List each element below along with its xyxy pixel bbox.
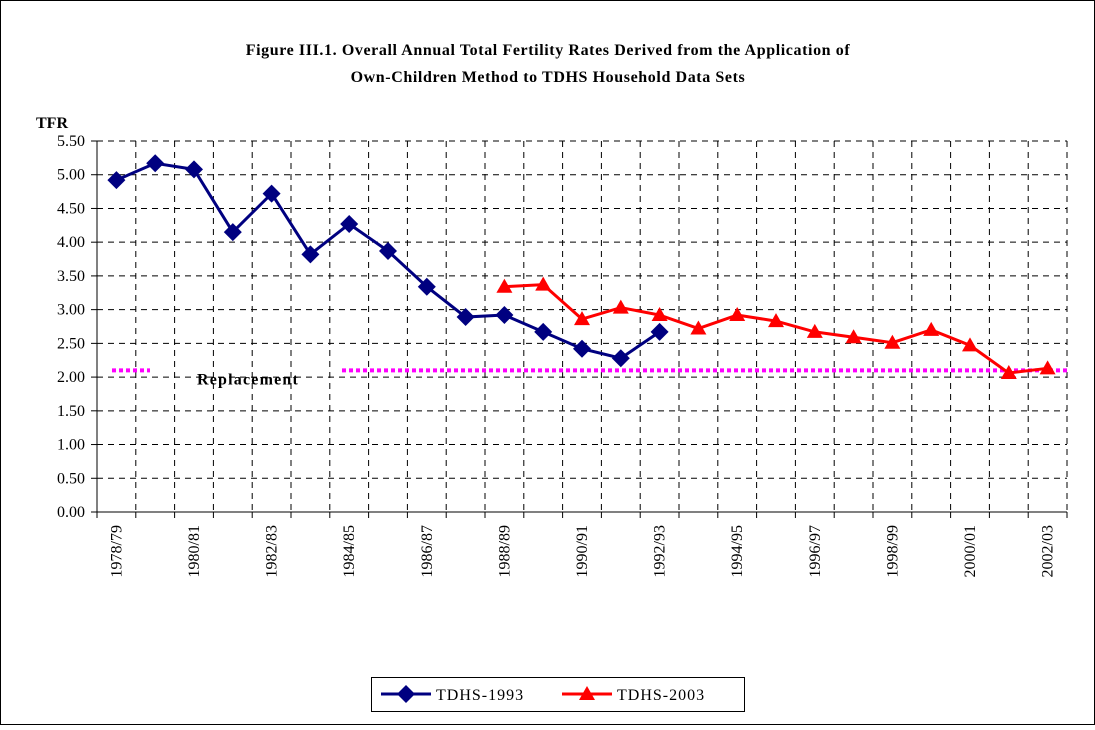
marker <box>340 214 359 233</box>
legend-label: TDHS-2003 <box>617 687 705 704</box>
x-tick-label: 1982/83 <box>264 525 281 577</box>
y-tick-label: 3.50 <box>57 268 85 285</box>
y-tick-label: 2.50 <box>57 335 85 352</box>
x-tick-label: 1996/97 <box>807 525 824 577</box>
x-tick-label: 1992/93 <box>652 525 669 577</box>
marker <box>768 313 784 328</box>
marker <box>650 322 669 341</box>
y-tick-label: 1.50 <box>57 403 85 420</box>
x-tick-label: 1988/89 <box>496 525 513 577</box>
marker <box>573 339 591 358</box>
x-tick-label: 1984/85 <box>341 525 358 577</box>
x-tick-label: 1978/79 <box>108 525 125 577</box>
marker <box>923 321 940 336</box>
marker <box>495 306 514 325</box>
marker <box>397 685 415 703</box>
marker <box>651 307 668 322</box>
x-tick-label: 1980/81 <box>186 525 203 577</box>
y-tick-label: 4.50 <box>57 200 85 217</box>
marker <box>806 323 823 338</box>
x-tick-label: 1990/91 <box>574 525 591 577</box>
marker <box>496 278 513 293</box>
marker <box>690 320 707 335</box>
marker <box>534 322 553 341</box>
marker <box>612 299 629 314</box>
chart-title: Figure III.1. Overall Annual Total Ferti… <box>246 42 851 59</box>
y-tick-label: 0.00 <box>57 504 85 521</box>
x-tick-label: 1986/87 <box>419 525 436 577</box>
x-tick-label: 1994/95 <box>729 525 746 577</box>
x-tick-label: 2000/01 <box>962 525 979 577</box>
x-tick-label: 1998/99 <box>884 525 901 577</box>
marker <box>579 686 595 700</box>
x-tick-label: 2002/03 <box>1040 525 1057 577</box>
marker <box>574 311 590 326</box>
marker <box>223 223 242 242</box>
y-axis-label: TFR <box>36 115 68 132</box>
legend <box>371 677 745 712</box>
y-tick-label: 5.00 <box>57 167 85 184</box>
y-tick-label: 0.50 <box>57 470 85 487</box>
marker <box>962 337 978 352</box>
y-tick-label: 3.00 <box>57 302 85 319</box>
y-tick-label: 2.00 <box>57 369 85 386</box>
marker <box>262 184 281 203</box>
marker <box>146 154 165 173</box>
marker <box>301 245 320 264</box>
marker <box>417 277 436 296</box>
marker <box>845 329 862 344</box>
marker <box>611 349 630 368</box>
marker <box>185 160 203 179</box>
y-tick-label: 1.00 <box>57 437 85 454</box>
marker <box>535 276 552 291</box>
y-tick-label: 4.00 <box>57 234 85 251</box>
marker <box>456 308 475 327</box>
legend-label: TDHS-1993 <box>436 687 524 704</box>
marker <box>107 171 126 190</box>
chart-title: Own-Children Method to TDHS Household Da… <box>351 69 746 86</box>
y-tick-label: 5.50 <box>57 133 85 150</box>
replacement-label: Replacement <box>197 371 299 388</box>
marker <box>1039 360 1056 375</box>
marker <box>729 307 746 322</box>
marker <box>1000 365 1017 380</box>
marker <box>379 241 397 260</box>
marker <box>884 334 901 349</box>
